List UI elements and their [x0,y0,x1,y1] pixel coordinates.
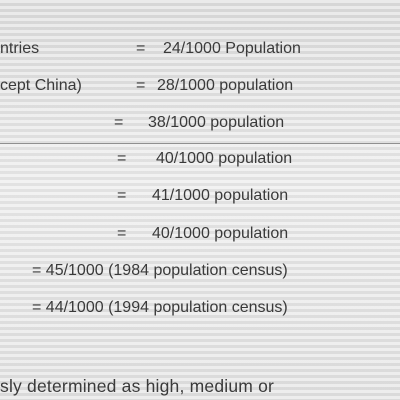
row-equals-2: = [136,77,145,95]
row-equals-1: = [136,40,145,58]
row-value-1: 24/1000 Population [163,40,301,58]
row-equals-5: = [117,187,126,205]
row-value-6: 40/1000 population [152,225,288,243]
table-rule [0,143,400,144]
row-value-4: 40/1000 population [156,150,292,168]
row-equals-6: = [117,225,126,243]
row-value-5: 41/1000 population [152,187,288,205]
paragraph-text: sly determined as high, medium or [0,377,274,395]
row-equals-4: = [117,150,126,168]
row-label-2: cept China) [0,77,82,95]
row-value-7: = 45/1000 (1984 population census) [32,262,288,280]
row-value-8: = 44/1000 (1994 population census) [32,299,288,317]
row-label-1: ntries [0,40,39,58]
row-value-3: 38/1000 population [148,114,284,132]
row-value-2: 28/1000 population [157,77,293,95]
row-equals-3: = [114,114,123,132]
